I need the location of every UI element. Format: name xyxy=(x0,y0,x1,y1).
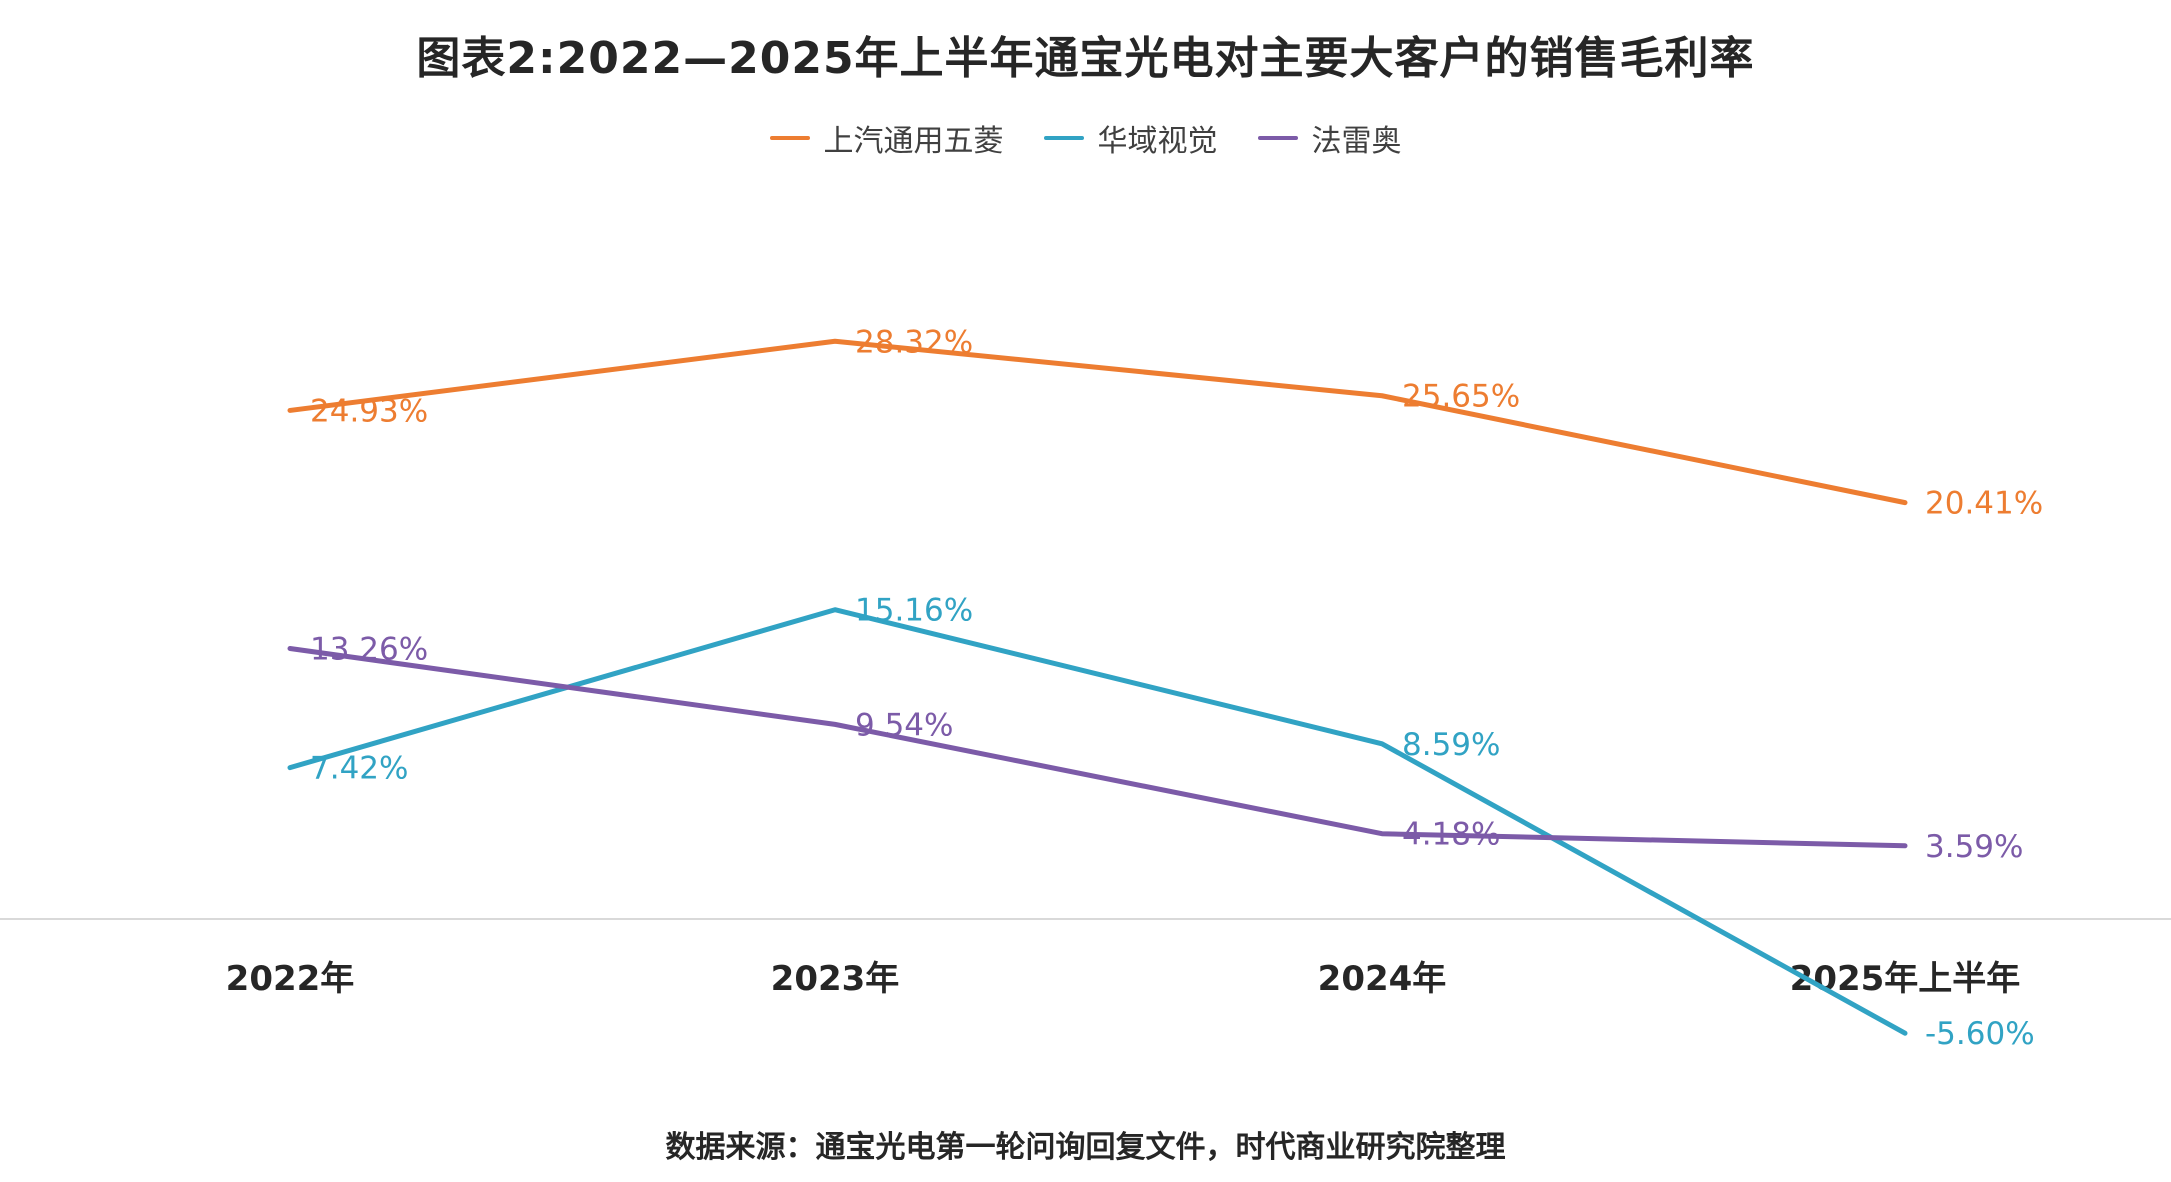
data-label-huayu-vision: -5.60% xyxy=(1925,1016,2035,1052)
legend-item-huayu-vision: 华域视觉 xyxy=(1043,116,1218,160)
chart-title: 图表2:2022—2025年上半年通宝光电对主要大客户的销售毛利率 xyxy=(416,33,1755,84)
series-line-saic-gm-wuling xyxy=(287,338,1908,506)
data-label-huayu-vision: 7.42% xyxy=(310,751,408,787)
legend-dash-icon xyxy=(769,136,810,140)
x-axis-label: 2022年 xyxy=(226,959,355,999)
x-axis-label: 2023年 xyxy=(771,959,900,999)
x-axis-label: 2025年上半年 xyxy=(1790,959,2021,999)
source-note: 数据来源：通宝光电第一轮问询回复文件，时代商业研究院整理 xyxy=(665,1130,1506,1165)
series-line-huayu-vision xyxy=(287,607,1908,1036)
data-label-saic-gm-wuling: 25.65% xyxy=(1402,379,1520,415)
legend-label: 上汽通用五菱 xyxy=(823,124,1004,159)
x-axis-label: 2024年 xyxy=(1318,959,1447,999)
data-label-saic-gm-wuling: 24.93% xyxy=(310,393,428,429)
legend-item-saic-gm-wuling: 上汽通用五菱 xyxy=(769,116,1004,160)
data-label-valeo: 4.18% xyxy=(1402,817,1500,853)
data-label-huayu-vision: 8.59% xyxy=(1402,727,1500,763)
data-label-huayu-vision: 15.16% xyxy=(855,593,973,629)
legend-dash-icon xyxy=(1043,136,1084,140)
legend-dash-icon xyxy=(1257,136,1298,140)
legend-label: 华域视觉 xyxy=(1097,124,1218,159)
chart-legend: 上汽通用五菱 华域视觉 法雷奥 xyxy=(0,116,2171,160)
data-label-valeo: 13.26% xyxy=(310,631,428,667)
legend-label: 法雷奥 xyxy=(1311,124,1402,159)
data-label-saic-gm-wuling: 28.32% xyxy=(855,324,973,360)
data-label-saic-gm-wuling: 20.41% xyxy=(1925,486,2043,522)
data-label-valeo: 3.59% xyxy=(1925,829,2023,865)
legend-item-valeo: 法雷奥 xyxy=(1257,116,1402,160)
series-line-valeo xyxy=(287,645,1908,849)
data-label-valeo: 9.54% xyxy=(855,707,953,743)
